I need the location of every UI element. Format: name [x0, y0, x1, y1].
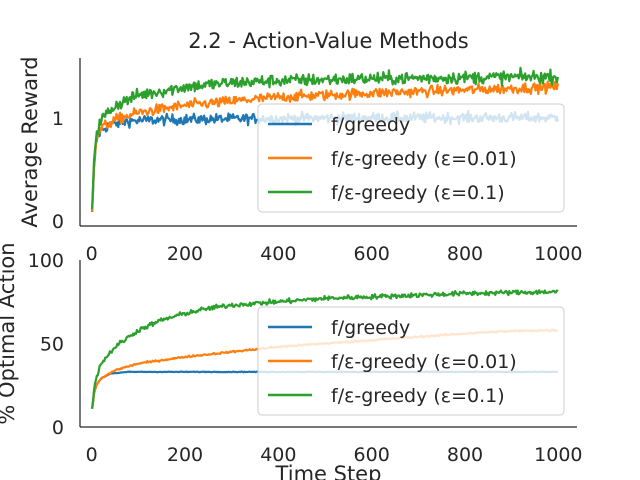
y-tick-label: 100: [28, 250, 64, 272]
x-tick-label: 1000: [534, 243, 582, 265]
legend-label: f/ε-greedy (ε=0.1): [331, 385, 505, 407]
x-tick-label: 0: [86, 444, 98, 466]
legend: f/greedy f/ε-greedy (ε=0.01) f/ε-greedy (ε…: [257, 103, 565, 213]
optimal-action-panel: 0 200 400 600 800 1000 0 50 100 % Optimal Action T…: [0, 242, 583, 480]
x-tick-label: 400: [260, 444, 296, 466]
legend-label: f/ε-greedy (ε=0.01): [331, 148, 517, 170]
legend-label: f/greedy: [331, 317, 410, 339]
x-tick-label: 1000: [534, 444, 582, 466]
reward-panel: 0 200 400 600 800 1000 0 1 2.2 - Action-Value Me…: [18, 29, 583, 265]
y-tick-label: 50: [40, 334, 64, 356]
y-axis-label: Average Reward: [18, 56, 42, 227]
legend-label: f/ε-greedy (ε=0.01): [331, 351, 517, 373]
x-tick-label: 200: [167, 243, 203, 265]
x-axis-label: Time Step: [275, 462, 382, 480]
series-line-2: [91, 289, 559, 409]
series-line-1: [91, 80, 559, 212]
chart-title: 2.2 - Action-Value Methods: [188, 29, 469, 53]
x-tick-label: 600: [354, 444, 390, 466]
x-tick-label: 800: [447, 444, 483, 466]
legend-label: f/greedy: [331, 114, 410, 136]
legend-box: [257, 103, 565, 213]
y-tick-label: 0: [52, 417, 64, 439]
x-tick-label: 0: [86, 243, 98, 265]
legend-box: [257, 306, 565, 416]
legend-label: f/ε-greedy (ε=0.1): [331, 182, 505, 204]
y-tick-label: 0: [52, 211, 64, 233]
series-line-2: [91, 66, 559, 210]
x-tick-label: 600: [354, 243, 390, 265]
legend: f/greedy f/ε-greedy (ε=0.01) f/ε-greedy (ε…: [257, 306, 565, 416]
x-tick-label: 200: [167, 444, 203, 466]
y-tick-label: 1: [52, 108, 64, 130]
x-tick-label: 400: [260, 243, 296, 265]
y-axis-label: % Optimal Action: [0, 242, 19, 424]
x-tick-label: 800: [447, 243, 483, 265]
